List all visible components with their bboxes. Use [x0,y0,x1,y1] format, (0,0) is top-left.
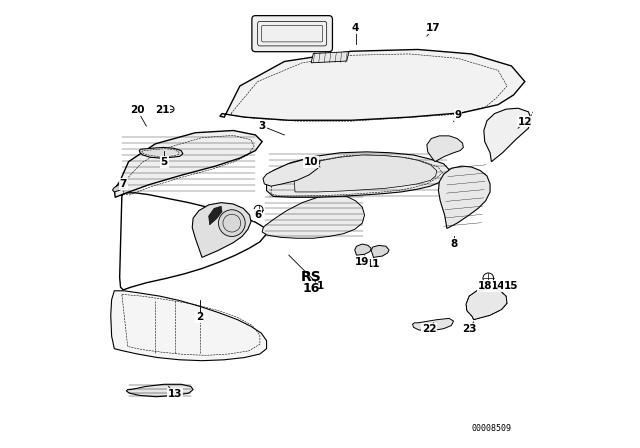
Polygon shape [293,155,436,192]
Text: 23: 23 [462,323,476,334]
Polygon shape [192,202,251,258]
Circle shape [483,273,493,284]
Text: 11: 11 [366,259,381,269]
Text: 5: 5 [161,157,168,167]
Text: RS: RS [301,271,321,284]
Text: 20: 20 [130,105,145,116]
Polygon shape [466,289,507,320]
Text: 17: 17 [426,23,441,33]
Text: 13: 13 [168,389,182,399]
Text: 18: 18 [477,281,492,291]
Text: 10: 10 [304,157,318,167]
Text: 2: 2 [196,313,204,323]
Polygon shape [115,130,262,197]
Text: 21: 21 [155,105,169,116]
Polygon shape [371,246,389,258]
Polygon shape [438,166,490,228]
Text: 3: 3 [259,121,266,131]
Text: 22: 22 [422,323,436,334]
Polygon shape [311,52,349,63]
Polygon shape [126,384,193,397]
Text: 16: 16 [303,282,320,295]
FancyBboxPatch shape [252,16,332,52]
Text: 8: 8 [450,239,457,249]
Polygon shape [111,291,267,361]
Polygon shape [220,49,525,120]
Text: 14: 14 [491,281,506,291]
Polygon shape [263,157,320,186]
Text: 1: 1 [316,281,324,291]
Polygon shape [267,152,449,197]
Polygon shape [140,147,183,158]
Circle shape [218,210,245,237]
Polygon shape [209,206,222,225]
Text: 9: 9 [454,110,461,120]
Polygon shape [413,319,454,331]
Circle shape [254,205,263,214]
Text: 4: 4 [352,23,359,33]
Polygon shape [355,244,371,255]
Text: 6: 6 [254,210,261,220]
Polygon shape [484,108,531,162]
Polygon shape [262,195,365,238]
Text: 12: 12 [518,116,532,127]
Text: 15: 15 [504,281,518,291]
Polygon shape [113,181,127,192]
Text: 19: 19 [355,257,369,267]
Polygon shape [427,136,463,162]
Text: 00008509: 00008509 [472,424,511,433]
Text: 7: 7 [120,179,127,189]
